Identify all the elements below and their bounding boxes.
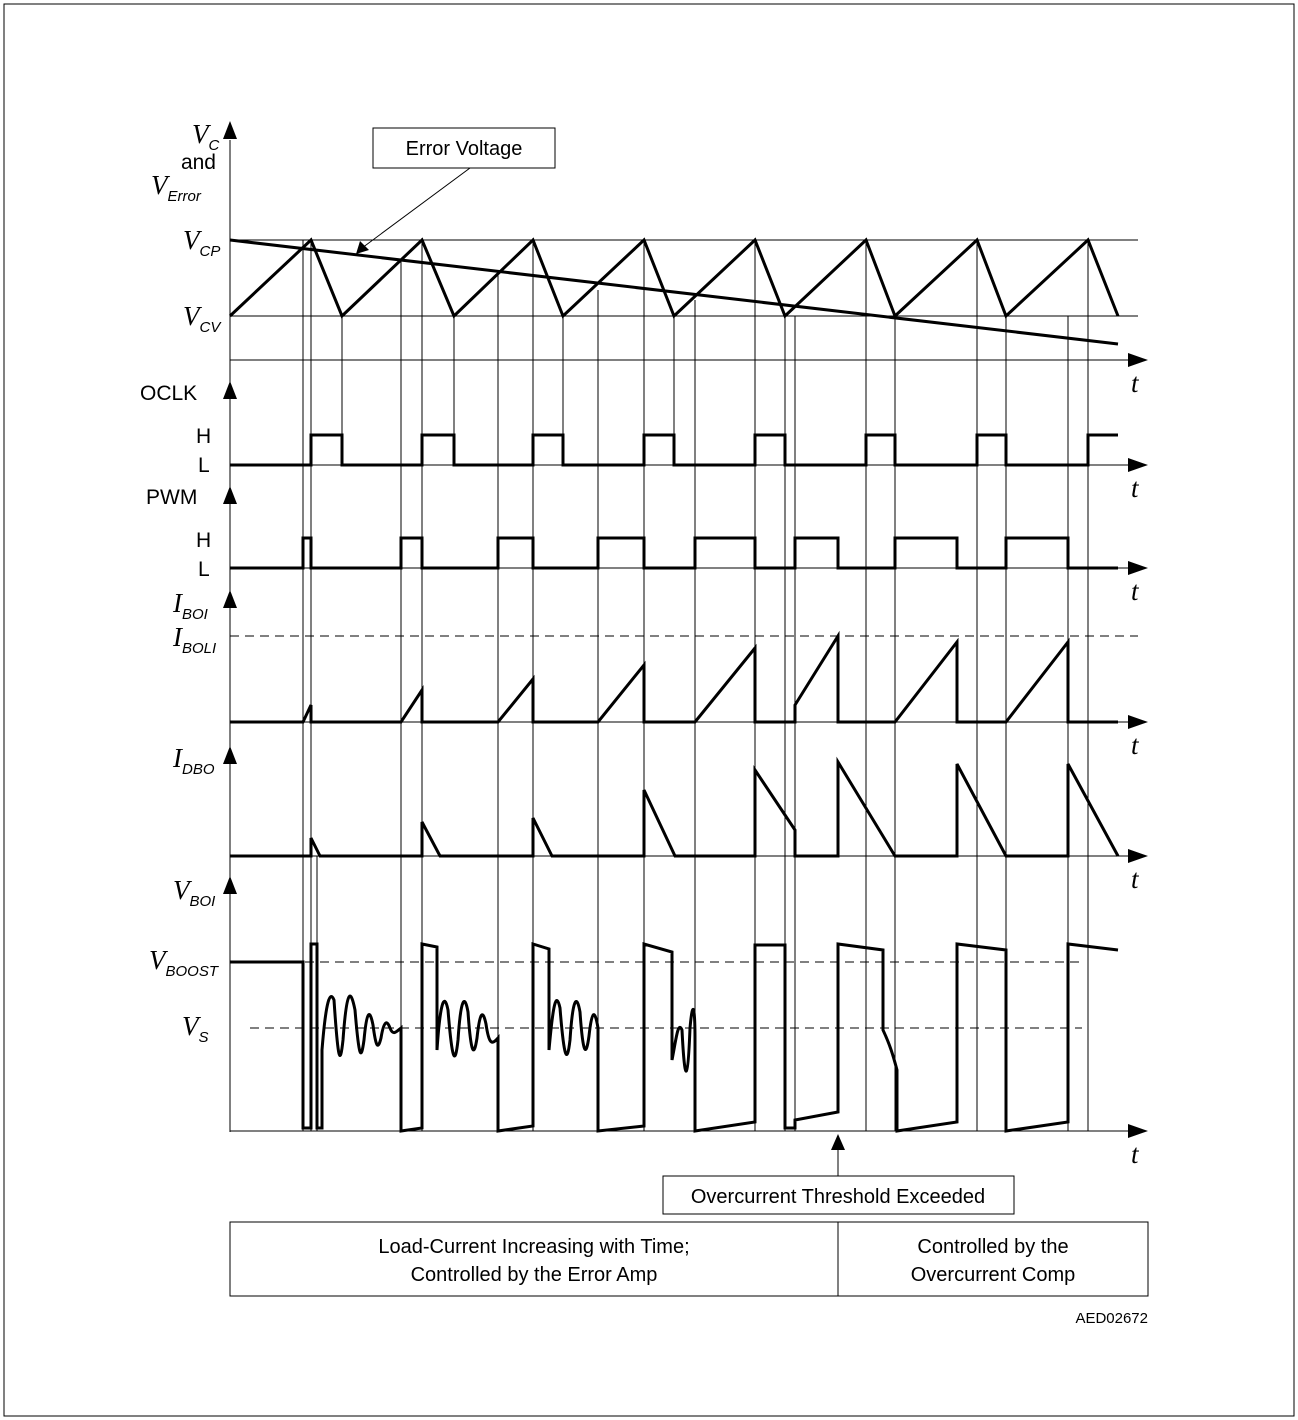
iboi-label: IBOI	[172, 588, 208, 623]
idbo-wave	[230, 756, 1120, 858]
pwm-high-label: H	[196, 529, 211, 552]
idbo-axis-arrow	[223, 746, 237, 764]
vboi-label: VBOI	[173, 875, 215, 910]
pwm-axis-arrow	[223, 486, 237, 504]
oclk-low-label: L	[198, 454, 210, 477]
figure-code: AED02672	[1075, 1310, 1148, 1327]
oclk-label: OCLK	[140, 382, 197, 405]
iboli-label: IBOLI	[172, 622, 216, 657]
t-label-vc: t	[1131, 368, 1140, 398]
vc-label: VC	[192, 119, 220, 154]
t-label-pwm: t	[1131, 576, 1140, 606]
vboi-axis-arrow	[223, 876, 237, 894]
vboost-label: VBOOST	[149, 945, 220, 980]
iboi-axis-arrow	[223, 590, 237, 608]
idbo-label: IDBO	[172, 743, 215, 778]
page-frame	[3, 3, 1295, 1417]
oclk-high-label: H	[196, 425, 211, 448]
error-amp-region-line1: Load-Current Increasing with Time;	[378, 1236, 689, 1258]
t-label-oclk: t	[1131, 473, 1140, 503]
overcurrent-marker-arrow	[831, 1134, 845, 1150]
vc-sawtooth-wave	[228, 237, 1120, 319]
vcp-label: VCP	[183, 225, 220, 260]
pwm-wave	[230, 536, 1118, 570]
error-voltage-leader-line	[361, 167, 471, 249]
vcv-label: VCV	[183, 301, 222, 336]
overcurrent-region-line2: Overcurrent Comp	[911, 1264, 1076, 1286]
vc-axis-arrow	[223, 121, 237, 139]
error-voltage-callout-box	[372, 127, 556, 169]
t-label-vboi: t	[1131, 1139, 1140, 1169]
overcurrent-region-line1: Controlled by the	[917, 1236, 1068, 1258]
t-label-iboi: t	[1131, 730, 1140, 760]
control-region-table	[229, 1221, 1149, 1297]
error-voltage-callout-text: Error Voltage	[406, 138, 523, 160]
vs-label: VS	[182, 1011, 209, 1046]
overcurrent-threshold-box	[662, 1175, 1015, 1215]
vc-and-label: and	[181, 151, 216, 174]
verror-label: VError	[151, 170, 202, 205]
error-voltage-leader-arrow	[356, 241, 369, 254]
vboi-wave	[230, 941, 1119, 1133]
pwm-label: PWM	[146, 486, 197, 509]
oclk-wave	[230, 433, 1118, 467]
t-label-idbo: t	[1131, 864, 1140, 894]
error-voltage-line	[229, 238, 1119, 346]
error-amp-region-line2: Controlled by the Error Amp	[411, 1264, 658, 1286]
overcurrent-threshold-text: Overcurrent Threshold Exceeded	[691, 1186, 985, 1208]
iboi-wave	[230, 630, 1118, 724]
oclk-axis-arrow	[223, 381, 237, 399]
pwm-low-label: L	[198, 558, 210, 581]
